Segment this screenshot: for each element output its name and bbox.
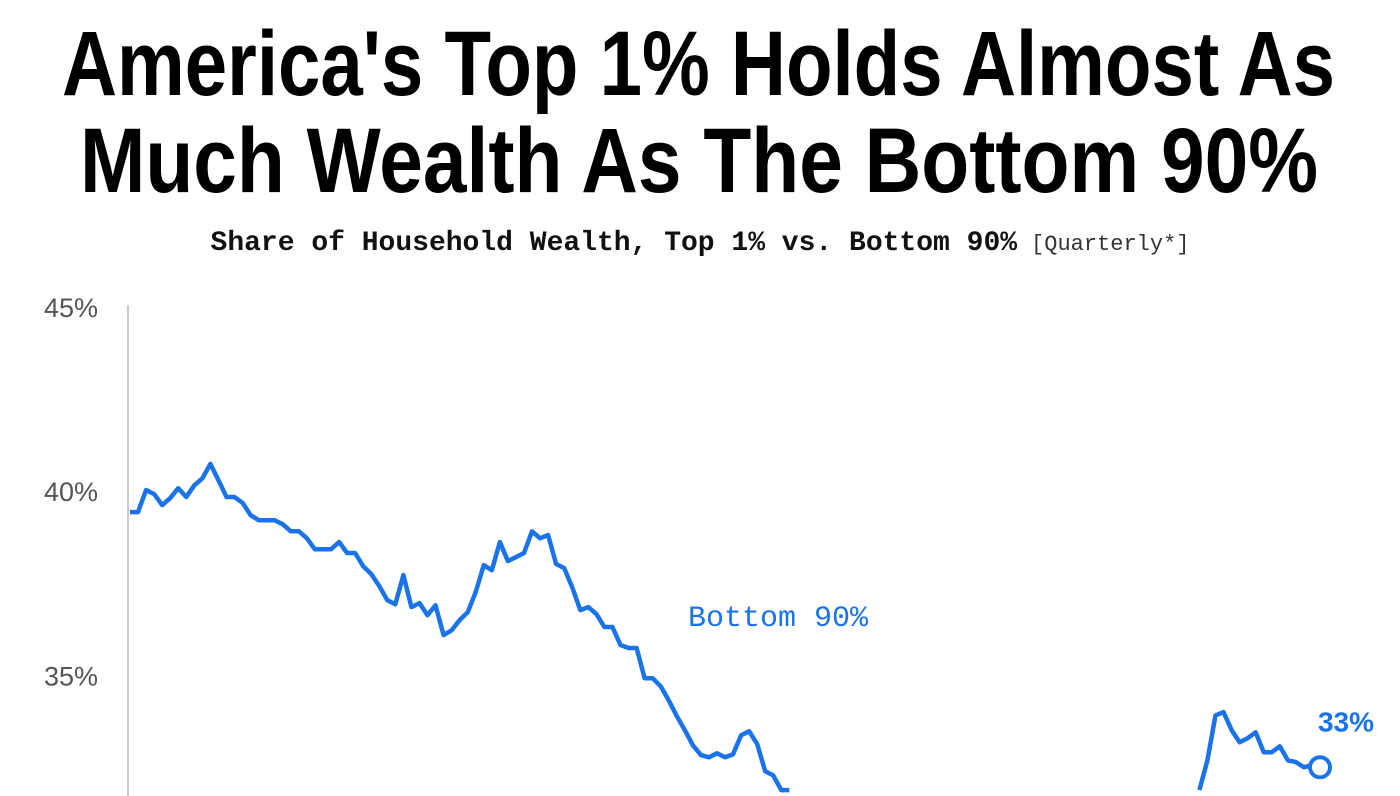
subtitle-text: Share of Household Wealth, Top 1% vs. Bo…: [211, 228, 1018, 259]
series-label: Bottom 90%: [688, 602, 869, 636]
chart-title: Much Wealth As The Bottom 90%: [80, 110, 1318, 212]
subtitle-note: [Quarterly*]: [1031, 232, 1189, 257]
y-tick-label: 40%: [44, 477, 98, 507]
y-tick-label: 35%: [44, 661, 98, 691]
end-label: 33%: [1318, 706, 1374, 737]
chart-title: America's Top 1% Holds Almost As: [62, 13, 1335, 115]
y-tick-label: 45%: [44, 293, 98, 323]
end-marker: [1308, 755, 1332, 780]
series-line: [130, 461, 1321, 793]
subtitle: Share of Household Wealth, Top 1% vs. Bo…: [211, 228, 1190, 259]
plot-area: [130, 461, 1321, 793]
